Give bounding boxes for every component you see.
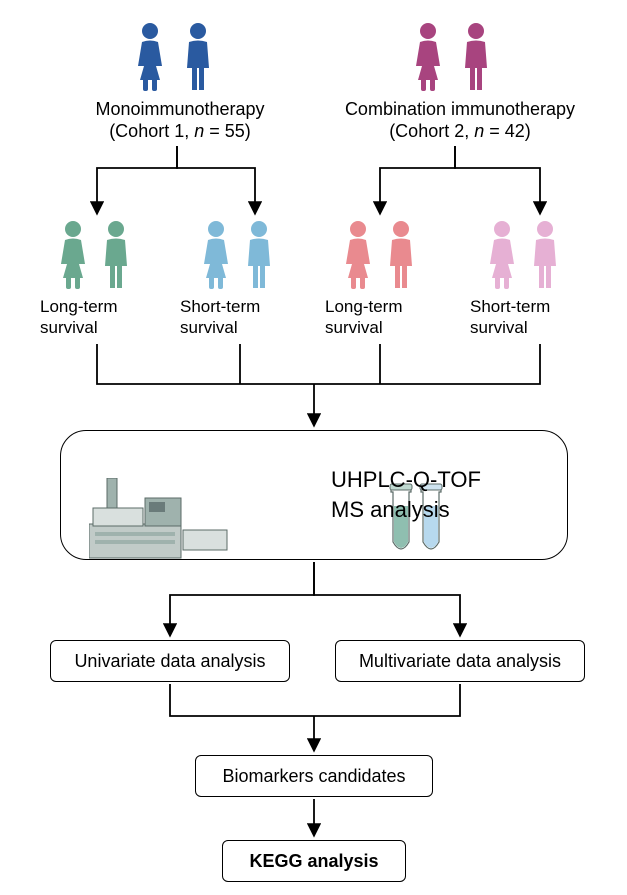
st1-female-icon (198, 220, 234, 290)
cohort1-title: Monoimmunotherapy (80, 98, 280, 121)
cohort2-n-label: n (474, 121, 484, 141)
lt2-line1: Long-term (325, 297, 402, 316)
ms-instrument-icon (89, 478, 229, 560)
cohort2-title: Combination immunotherapy (330, 98, 590, 121)
cohort2-subtitle: (Cohort 2, n = 42) (345, 120, 575, 143)
st1-line1: Short-term (180, 297, 260, 316)
cohort2-n-value: = 42) (489, 121, 531, 141)
cohort2-sub-prefix: (Cohort 2, (389, 121, 474, 141)
lt1-line2: survival (40, 318, 98, 337)
cohort1-sub-prefix: (Cohort 1, (109, 121, 194, 141)
lt1-line1: Long-term (40, 297, 117, 316)
cohort1-subtitle: (Cohort 1, n = 55) (80, 120, 280, 143)
lt1-male-icon (98, 220, 134, 290)
cohort1-n-label: n (194, 121, 204, 141)
cohort2-male-icon (458, 22, 494, 92)
lt1-female-icon (55, 220, 91, 290)
st2-male-icon (527, 220, 563, 290)
lt1-label: Long-term survival (40, 296, 150, 339)
flowchart-canvas: Monoimmunotherapy (Cohort 1, n = 55) Com… (0, 0, 627, 895)
ms-box-line2: MS analysis (331, 497, 450, 522)
st1-line2: survival (180, 318, 238, 337)
cohort1-n-value: = 55) (209, 121, 251, 141)
st1-label: Short-term survival (180, 296, 300, 339)
lt2-label: Long-term survival (325, 296, 435, 339)
lt2-line2: survival (325, 318, 383, 337)
ms-analysis-box: UHPLC-Q-TOF MS analysis (60, 430, 568, 560)
st1-male-icon (241, 220, 277, 290)
st2-line2: survival (470, 318, 528, 337)
cohort1-female-icon (132, 22, 168, 92)
biomarkers-box: Biomarkers candidates (195, 755, 433, 797)
lt2-female-icon (340, 220, 376, 290)
cohort2-female-icon (410, 22, 446, 92)
ms-box-text: UHPLC-Q-TOF MS analysis (331, 465, 561, 524)
cohort1-male-icon (180, 22, 216, 92)
univariate-box: Univariate data analysis (50, 640, 290, 682)
kegg-box: KEGG analysis (222, 840, 406, 882)
st2-label: Short-term survival (470, 296, 590, 339)
st2-female-icon (484, 220, 520, 290)
st2-line1: Short-term (470, 297, 550, 316)
multivariate-box: Multivariate data analysis (335, 640, 585, 682)
ms-box-line1: UHPLC-Q-TOF (331, 467, 481, 492)
lt2-male-icon (383, 220, 419, 290)
